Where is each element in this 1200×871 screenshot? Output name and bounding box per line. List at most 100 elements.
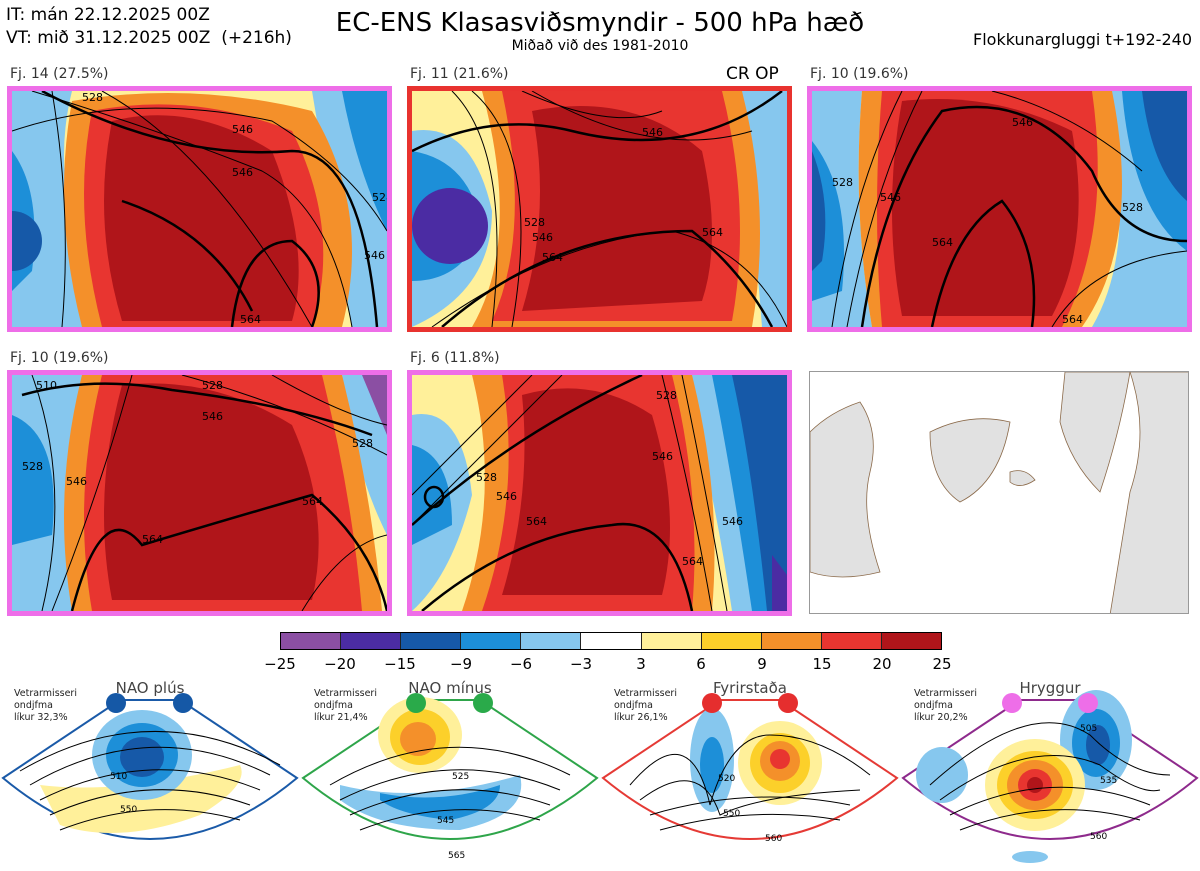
contour-label: 546 xyxy=(232,123,253,136)
regime-blocking: 520 550 560 Fyrirstaða Vetrarmisseri ond… xyxy=(600,675,900,871)
colorbar-tick: 9 xyxy=(757,655,767,673)
colorbar-tick: −6 xyxy=(509,655,533,673)
contour-label: 560 xyxy=(1090,832,1107,842)
contour-label: 525 xyxy=(452,772,469,782)
contour-label: 528 xyxy=(82,91,103,104)
colorbar-tick: −9 xyxy=(449,655,473,673)
colorbar-swatch xyxy=(401,633,462,649)
regime-note: Vetrarmisseri ondjfma líkur 32,3% xyxy=(14,688,77,724)
colorbar-tick: 3 xyxy=(636,655,646,673)
regime-probability: líkur 26,1% xyxy=(614,712,668,723)
contour-label: 564 xyxy=(682,555,703,568)
colorbar-swatch xyxy=(761,633,822,649)
regime-title: Hryggur xyxy=(1019,679,1081,697)
regime-note-line: ondjfma xyxy=(314,700,353,711)
cluster-map-1: 528 546 528 546 546 564 xyxy=(7,86,392,332)
contour-label: 528 xyxy=(524,216,545,229)
regime-note: Vetrarmisseri ondjfma líkur 20,2% xyxy=(914,688,977,724)
regime-probability: líkur 32,3% xyxy=(14,712,68,723)
regime-note-line: ondjfma xyxy=(914,700,953,711)
contour-label: 564 xyxy=(702,226,723,239)
contour-label: 546 xyxy=(880,191,901,204)
colorbar-swatch xyxy=(341,633,402,649)
colorbar xyxy=(280,632,942,650)
contour-label: 546 xyxy=(202,410,223,423)
initial-time: IT: mán 22.12.2025 00Z xyxy=(6,5,210,25)
regime-nao-minus: 525 545 565 NAO mínus Vetrarmisseri ondj… xyxy=(300,675,600,871)
colorbar-tick: 15 xyxy=(812,655,832,673)
cluster-map-4: 510 528 528 546 546 564 564 528 xyxy=(7,370,392,616)
contour-label: 564 xyxy=(526,515,547,528)
regime-note-line: ondjfma xyxy=(14,700,53,711)
regime-title: Fyrirstaða xyxy=(713,679,787,697)
contour-label: 545 xyxy=(437,816,454,826)
panel-2-label: Fj. 11 (21.6%) xyxy=(410,66,509,82)
contour-label: 564 xyxy=(542,251,563,264)
contour-label: 528 xyxy=(1122,201,1143,214)
regime-nao-plus: 510 550 NAO plús Vetrarmisseri ondjfma l… xyxy=(0,675,300,871)
cluster-map-5: 528 546 564 546 564 528 546 xyxy=(407,370,792,616)
regime-ridge: 505 535 560 Hryggur Vetrarmisseri ondjfm… xyxy=(900,675,1200,871)
colorbar-swatch xyxy=(521,633,582,649)
panel-3-label: Fj. 10 (19.6%) xyxy=(810,66,909,82)
colorbar-swatch xyxy=(581,633,642,649)
regime-probability: líkur 20,2% xyxy=(914,712,968,723)
contour-label: 564 xyxy=(1062,313,1083,326)
colorbar-swatch xyxy=(281,633,342,649)
contour-label: 564 xyxy=(302,495,323,508)
contour-label: 528 xyxy=(372,191,387,204)
contour-label: 560 xyxy=(765,834,782,844)
classification-window: Flokkunargluggi t+192-240 xyxy=(973,30,1192,49)
contour-label: 546 xyxy=(722,515,743,528)
contour-label: 546 xyxy=(532,231,553,244)
colorbar-tick: −15 xyxy=(384,655,416,673)
regime-note-line: ondjfma xyxy=(614,700,653,711)
colorbar-tick: 20 xyxy=(872,655,892,673)
colorbar-tick: 25 xyxy=(932,655,952,673)
colorbar-swatch xyxy=(461,633,522,649)
colorbar-tick: 6 xyxy=(696,655,706,673)
contour-label: 505 xyxy=(1080,724,1097,734)
regime-probability: líkur 21,4% xyxy=(314,712,368,723)
regime-note-line: Vetrarmisseri xyxy=(914,688,977,699)
reference-map xyxy=(809,371,1189,614)
contour-label: 564 xyxy=(240,313,261,326)
header-info: IT: mán 22.12.2025 00Z VT: mið 31.12.202… xyxy=(6,4,292,50)
valid-time: VT: mið 31.12.2025 00Z (+216h) xyxy=(6,28,292,48)
regime-title: NAO plús xyxy=(115,679,185,697)
contour-label: 564 xyxy=(932,236,953,249)
cluster-map-2: 528 546 564 564 546 xyxy=(407,86,792,332)
contour-label: 546 xyxy=(66,475,87,488)
panel-1-label: Fj. 14 (27.5%) xyxy=(10,66,109,82)
colorbar-swatch xyxy=(641,633,702,649)
colorbar-swatch xyxy=(701,633,762,649)
contour-label: 546 xyxy=(1012,116,1033,129)
colorbar-tick: −20 xyxy=(324,655,356,673)
contour-label: 546 xyxy=(232,166,253,179)
contour-label: 546 xyxy=(496,490,517,503)
page-subtitle: Miðað við des 1981-2010 xyxy=(511,38,689,54)
contour-label: 528 xyxy=(202,379,223,392)
contour-label: 546 xyxy=(364,249,385,262)
panel-4-label: Fj. 10 (19.6%) xyxy=(10,350,109,366)
colorbar-tick: −25 xyxy=(264,655,296,673)
contour-label: 535 xyxy=(1100,776,1117,786)
contour-label: 528 xyxy=(352,437,373,450)
contour-label: 564 xyxy=(142,533,163,546)
panel-5-label: Fj. 6 (11.8%) xyxy=(410,350,500,366)
panel-2-tag: CR OP xyxy=(726,64,779,84)
contour-label: 520 xyxy=(718,774,735,784)
cluster-map-3: 528 546 564 546 528 564 xyxy=(807,86,1192,332)
contour-label: 565 xyxy=(448,851,465,861)
contour-label: 550 xyxy=(723,809,740,819)
contour-label: 510 xyxy=(36,379,57,392)
regime-title: NAO mínus xyxy=(408,679,492,697)
regime-note-line: Vetrarmisseri xyxy=(14,688,77,699)
regime-note-line: Vetrarmisseri xyxy=(614,688,677,699)
contour-label: 528 xyxy=(22,460,43,473)
contour-label: 528 xyxy=(832,176,853,189)
colorbar-swatch xyxy=(821,633,882,649)
contour-label: 528 xyxy=(656,389,677,402)
colorbar-swatch xyxy=(881,633,942,649)
regime-note-line: Vetrarmisseri xyxy=(314,688,377,699)
